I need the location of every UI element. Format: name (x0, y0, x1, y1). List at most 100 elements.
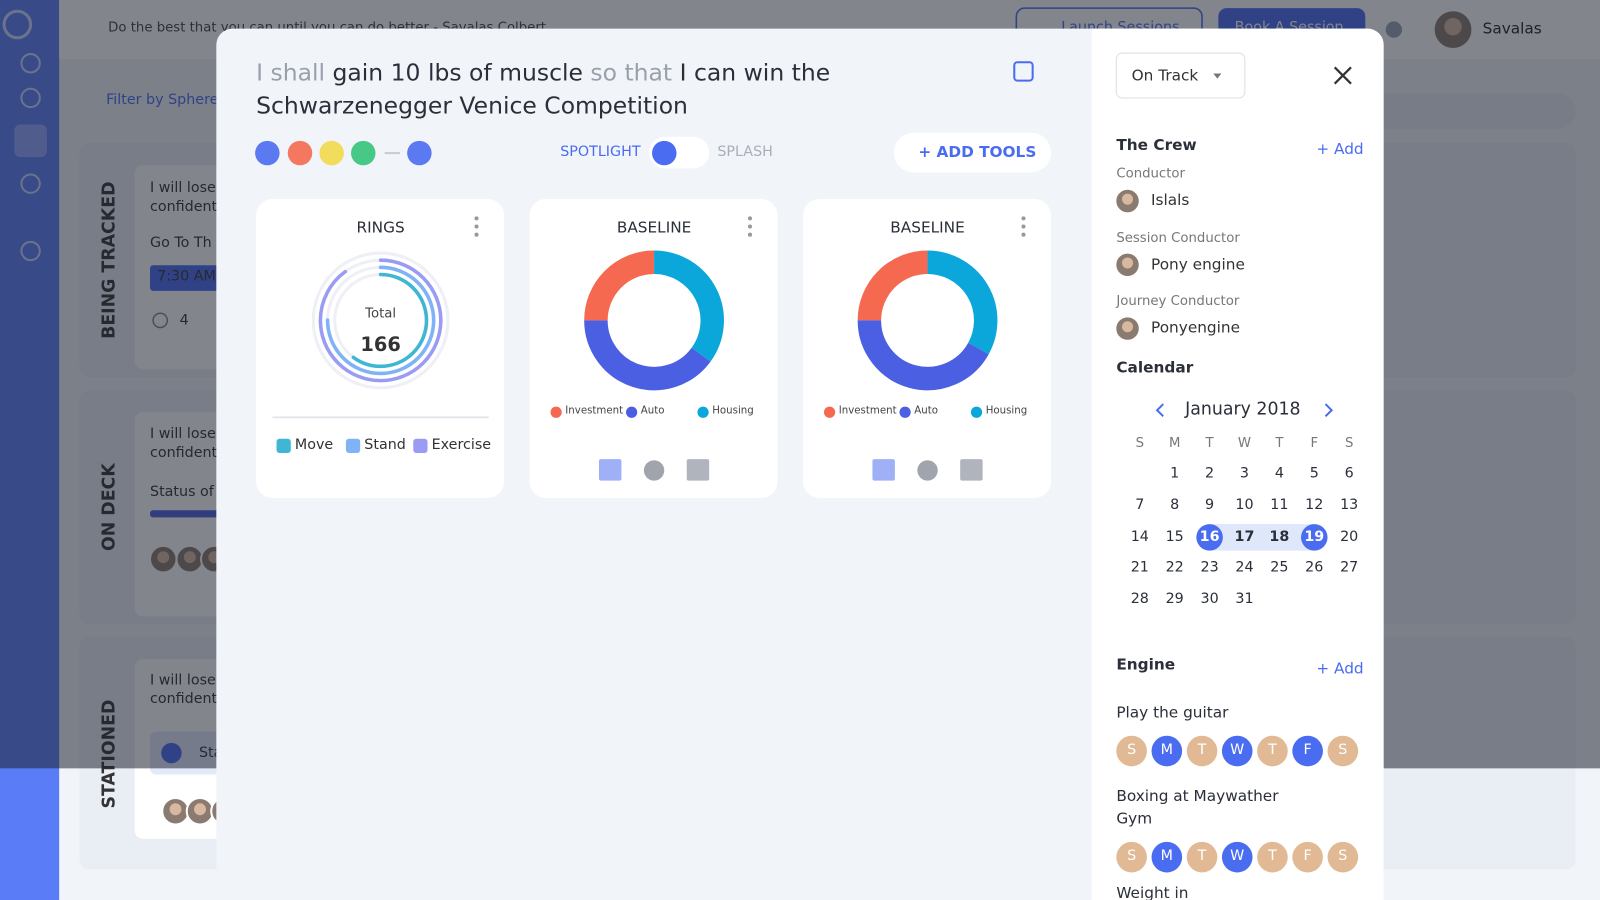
status[interactable]: On Track (1131, 66, 1199, 85)
day[interactable]: 26 (1305, 559, 1324, 576)
add-tools[interactable]: + ADD TOOLS (918, 142, 1037, 162)
day[interactable]: 13 (1340, 496, 1359, 514)
widget-card (256, 198, 505, 498)
day[interactable]: 18 (1269, 528, 1290, 545)
legend-dot (970, 406, 983, 418)
day-letter[interactable]: F (1303, 741, 1312, 759)
toggle-label[interactable]: SPOTLIGHT (560, 143, 641, 161)
day[interactable]: 17 (1234, 528, 1255, 545)
day-letter[interactable]: F (1303, 847, 1312, 865)
day[interactable]: 28 (1130, 591, 1149, 608)
habit: Play the guitar (1116, 703, 1229, 722)
day-letter[interactable]: S (1127, 847, 1137, 865)
day-chip (1327, 841, 1359, 873)
day[interactable]: 23 (1200, 559, 1219, 576)
day[interactable]: 14 (1130, 528, 1149, 545)
donut-segment (584, 250, 655, 321)
day-letter[interactable]: S (1127, 741, 1137, 759)
kebab (474, 232, 479, 237)
member: Ponyengine (1151, 318, 1241, 337)
day[interactable]: 16 (1199, 528, 1220, 545)
weekday: M (1168, 435, 1181, 452)
member: Islals (1151, 190, 1190, 210)
day[interactable]: 25 (1270, 559, 1289, 576)
day[interactable]: 2 (1205, 465, 1215, 482)
ring (325, 265, 436, 376)
legend-swatch (345, 438, 361, 454)
day[interactable]: 10 (1235, 496, 1254, 514)
day[interactable]: 31 (1235, 591, 1254, 608)
goal-title: I shall gain 10 lbs of muscle so that I … (256, 57, 1001, 122)
day-chip (1186, 735, 1218, 767)
day[interactable]: 30 (1200, 591, 1219, 608)
add-link[interactable]: + Add (1316, 659, 1364, 678)
day[interactable]: 19 (1304, 528, 1325, 545)
day[interactable]: 21 (1130, 559, 1149, 576)
day[interactable]: 15 (1165, 528, 1184, 545)
day[interactable]: 11 (1270, 496, 1289, 514)
day-chip (1116, 735, 1147, 767)
caret (1213, 73, 1222, 79)
donut-segment (857, 319, 989, 391)
tool-icon (960, 459, 983, 481)
day-chip (1221, 735, 1253, 767)
day[interactable]: 29 (1165, 591, 1184, 608)
day-letter[interactable]: W (1230, 847, 1245, 865)
toggle-label[interactable]: SPLASH (717, 143, 773, 161)
weekday: T (1275, 435, 1284, 452)
widget-title: RINGS (356, 218, 405, 237)
day[interactable]: 24 (1235, 559, 1254, 576)
donut-segment (857, 250, 929, 321)
legend-dot (626, 406, 638, 418)
avatar-face (1122, 321, 1134, 333)
day[interactable]: 4 (1274, 465, 1284, 482)
weekday: F (1310, 435, 1319, 452)
sphere-icon (351, 140, 376, 166)
title-part: gain 10 lbs of muscle (332, 60, 583, 87)
sphere-icon (319, 140, 344, 166)
day[interactable]: 1 (1170, 465, 1180, 482)
day[interactable]: 9 (1205, 496, 1215, 514)
day-letter[interactable]: S (1338, 847, 1348, 865)
month: January 2018 (1185, 398, 1301, 420)
member: Pony engine (1151, 254, 1245, 273)
day-letter[interactable]: T (1268, 741, 1277, 759)
day[interactable]: 12 (1305, 496, 1324, 514)
habit: Boxing at Maywather Gym (1116, 786, 1279, 828)
day-chip (1257, 735, 1288, 767)
day-letter[interactable]: T (1197, 847, 1207, 865)
ring (318, 258, 443, 383)
donut-segment (653, 250, 724, 362)
kebab (1021, 216, 1026, 221)
title-part: I shall (256, 60, 326, 87)
legend-label: Auto (914, 405, 938, 417)
day[interactable]: 27 (1340, 559, 1359, 576)
sphere-icon (407, 140, 432, 166)
day[interactable]: 20 (1340, 528, 1359, 545)
day-letter[interactable]: T (1197, 741, 1207, 759)
kebab (474, 216, 479, 221)
day[interactable]: 8 (1170, 496, 1180, 514)
day-letter[interactable]: M (1160, 847, 1173, 865)
day[interactable]: 3 (1239, 465, 1250, 482)
add-tools-btn (893, 132, 1052, 173)
range-end (1196, 524, 1223, 551)
kebab (747, 232, 753, 237)
day-letter[interactable]: W (1230, 741, 1245, 759)
day[interactable]: 5 (1309, 465, 1319, 482)
day[interactable]: 6 (1344, 465, 1354, 482)
day-chip (1186, 841, 1218, 873)
day-letter[interactable]: T (1268, 847, 1277, 865)
legend-label: Housing (712, 405, 754, 417)
donut-segment (584, 319, 711, 391)
ring-track (311, 251, 450, 390)
day-letter[interactable]: S (1338, 741, 1348, 759)
day-chip (1151, 735, 1183, 767)
edit-icon (1013, 61, 1034, 82)
day-letter[interactable]: M (1160, 741, 1173, 759)
day[interactable]: 22 (1165, 559, 1184, 576)
section-title: Engine (1116, 655, 1176, 674)
day[interactable]: 7 (1135, 496, 1145, 514)
kebab (747, 216, 753, 221)
add-link[interactable]: + Add (1316, 139, 1364, 159)
